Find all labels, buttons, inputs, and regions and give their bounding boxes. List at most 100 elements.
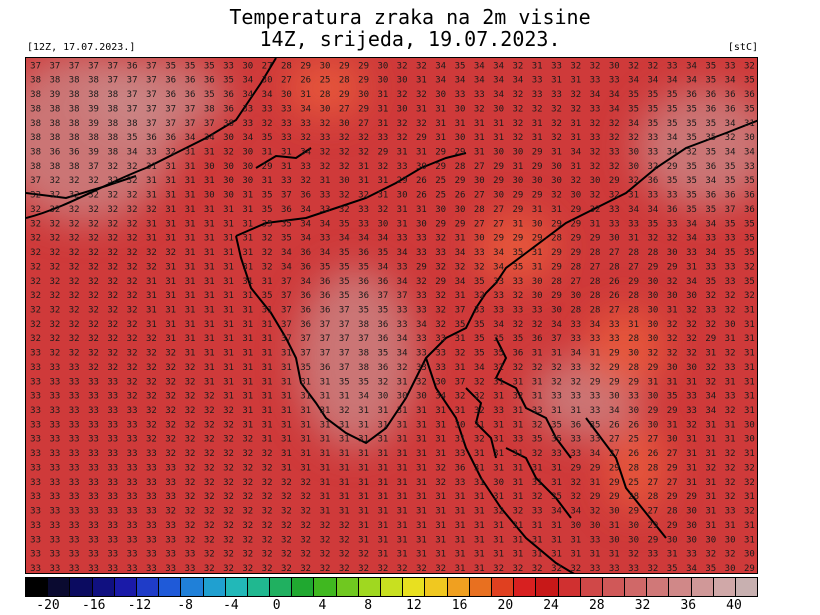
grid-value: 37 (185, 104, 196, 114)
grid-value: 30 (628, 349, 639, 359)
grid-value: 31 (204, 277, 215, 287)
grid-value: 33 (609, 205, 620, 215)
grid-value: 32 (609, 133, 620, 143)
grid-value: 32 (165, 406, 176, 416)
grid-value: 31 (281, 363, 292, 373)
color-scale-swatch (92, 578, 115, 596)
grid-value: 28 (609, 262, 620, 272)
grid-value: 30 (609, 507, 620, 517)
grid-value: 35 (551, 492, 562, 502)
grid-value: 31 (242, 306, 253, 316)
grid-value: 29 (551, 291, 562, 301)
grid-value: 32 (532, 320, 543, 330)
grid-value: 33 (609, 219, 620, 229)
grid-value: 31 (455, 334, 466, 344)
grid-value: 36 (377, 277, 388, 287)
grid-value: 39 (88, 148, 99, 158)
grid-value: 31 (512, 420, 523, 430)
grid-value: 31 (242, 205, 253, 215)
grid-value: 32 (435, 478, 446, 488)
grid-value: 35 (512, 248, 523, 258)
grid-value: 31 (320, 377, 331, 387)
grid-value: 31 (705, 435, 716, 445)
grid-value: 29 (570, 234, 581, 244)
grid-value: 34 (667, 148, 678, 158)
grid-value: 32 (725, 449, 736, 459)
grid-value: 29 (551, 219, 562, 229)
grid-value: 32 (300, 535, 311, 545)
grid-value: 32 (242, 492, 253, 502)
grid-value: 32 (725, 464, 736, 474)
grid-value: 32 (88, 320, 99, 330)
color-scale-tick-label: 36 (680, 598, 697, 613)
grid-value: 32 (262, 507, 273, 517)
grid-value: 32 (185, 449, 196, 459)
grid-value: 33 (474, 90, 485, 100)
grid-value: 33 (281, 104, 292, 114)
grid-value: 31 (358, 521, 369, 531)
grid-value: 31 (512, 478, 523, 488)
grid-value: 33 (69, 535, 80, 545)
grid-value: 32 (590, 61, 601, 71)
grid-value: 30 (377, 61, 388, 71)
grid-value: 35 (705, 133, 716, 143)
grid-value: 31 (416, 464, 427, 474)
grid-value: 33 (165, 521, 176, 531)
grid-value: 31 (397, 521, 408, 531)
grid-value: 27 (609, 435, 620, 445)
grid-value: 31 (262, 148, 273, 158)
grid-value: 32 (49, 262, 60, 272)
grid-value: 34 (493, 90, 504, 100)
grid-value: 30 (204, 162, 215, 172)
grid-value: 34 (590, 449, 601, 459)
grid-value: 33 (493, 277, 504, 287)
grid-value: 32 (512, 564, 523, 574)
grid-value: 31 (281, 392, 292, 402)
grid-value: 33 (49, 435, 60, 445)
grid-value: 28 (320, 90, 331, 100)
grid-value: 30 (223, 133, 234, 143)
grid-value: 31 (377, 492, 388, 502)
grid-value: 32 (107, 205, 118, 215)
grid-value: 33 (30, 406, 41, 416)
grid-value: 30 (416, 392, 427, 402)
grid-value: 29 (512, 234, 523, 244)
grid-value: 31 (185, 349, 196, 359)
grid-value: 34 (512, 76, 523, 86)
grid-value: 35 (474, 349, 485, 359)
grid-value: 31 (532, 521, 543, 531)
grid-value: 31 (242, 363, 253, 373)
unit-label: [stC] (727, 42, 758, 53)
color-scale-swatch (625, 578, 648, 596)
grid-value: 31 (512, 377, 523, 387)
grid-value: 27 (262, 61, 273, 71)
grid-value: 34 (262, 90, 273, 100)
grid-value: 33 (88, 377, 99, 387)
grid-value: 37 (339, 334, 350, 344)
grid-value: 31 (165, 320, 176, 330)
grid-value: 29 (647, 535, 658, 545)
grid-value: 35 (358, 377, 369, 387)
grid-value: 31 (744, 377, 755, 387)
grid-value: 33 (165, 564, 176, 574)
grid-value: 31 (242, 392, 253, 402)
grid-value: 32 (281, 507, 292, 517)
grid-value: 28 (628, 291, 639, 301)
grid-value: 30 (590, 176, 601, 186)
grid-value: 27 (609, 306, 620, 316)
grid-value: 31 (435, 449, 446, 459)
grid-value: 31 (744, 392, 755, 402)
grid-value: 32 (69, 176, 80, 186)
grid-value: 31 (397, 205, 408, 215)
grid-value: 33 (300, 162, 311, 172)
grid-value: 34 (493, 320, 504, 330)
grid-value: 34 (590, 320, 601, 330)
grid-value: 31 (551, 464, 562, 474)
grid-value: 32 (705, 363, 716, 373)
grid-value: 31 (455, 119, 466, 129)
grid-value: 35 (744, 76, 755, 86)
grid-value: 31 (532, 535, 543, 545)
grid-value: 38 (107, 104, 118, 114)
grid-value: 31 (705, 507, 716, 517)
grid-value: 31 (262, 363, 273, 373)
